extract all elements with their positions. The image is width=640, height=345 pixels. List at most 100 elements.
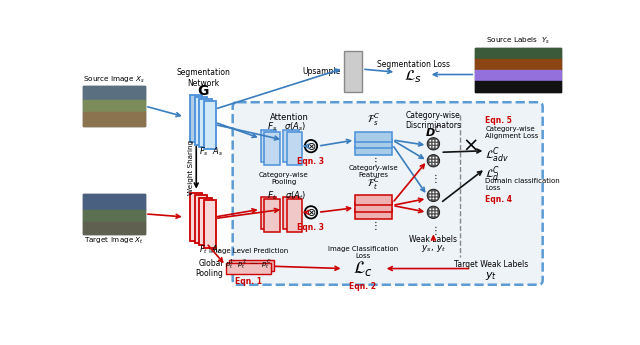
Text: $F_s$: $F_s$ [267, 121, 277, 133]
Text: Image Level Prediction: Image Level Prediction [209, 248, 288, 254]
Circle shape [428, 155, 440, 167]
Text: Image Classification
Loss: Image Classification Loss [328, 246, 398, 258]
Text: Target Weak Labels: Target Weak Labels [454, 260, 528, 269]
Circle shape [436, 191, 437, 193]
Text: $\mathcal{L}_s$: $\mathcal{L}_s$ [404, 68, 422, 85]
Circle shape [436, 140, 437, 142]
Circle shape [429, 163, 431, 165]
FancyBboxPatch shape [344, 51, 362, 92]
Text: Category-wise
Features: Category-wise Features [349, 165, 399, 178]
Text: Category-wise
Discriminators: Category-wise Discriminators [405, 111, 461, 130]
Circle shape [433, 157, 435, 159]
Circle shape [433, 198, 435, 199]
FancyBboxPatch shape [355, 202, 392, 211]
Circle shape [436, 157, 437, 159]
Circle shape [436, 143, 437, 145]
Text: $\otimes$: $\otimes$ [306, 207, 316, 218]
FancyBboxPatch shape [83, 194, 145, 234]
Text: $F_s$  $A_s$: $F_s$ $A_s$ [198, 145, 223, 158]
Circle shape [429, 191, 431, 193]
FancyBboxPatch shape [355, 195, 392, 205]
FancyBboxPatch shape [260, 130, 276, 162]
Text: Eqn. 2: Eqn. 2 [349, 283, 376, 292]
Circle shape [433, 140, 435, 142]
Circle shape [436, 215, 437, 216]
Text: Eqn. 1: Eqn. 1 [235, 277, 262, 286]
Text: Segmentation Loss: Segmentation Loss [377, 60, 450, 69]
FancyBboxPatch shape [199, 198, 212, 245]
Text: $\sigma(A_t)$: $\sigma(A_t)$ [285, 189, 306, 202]
Circle shape [436, 211, 437, 213]
FancyBboxPatch shape [204, 101, 216, 149]
FancyBboxPatch shape [355, 209, 392, 218]
Circle shape [433, 143, 435, 145]
Circle shape [433, 160, 435, 162]
Circle shape [436, 146, 437, 148]
FancyBboxPatch shape [226, 263, 271, 274]
Text: $\mathcal{F}_t^C$: $\mathcal{F}_t^C$ [367, 175, 380, 191]
FancyBboxPatch shape [283, 197, 298, 229]
Circle shape [433, 208, 435, 210]
FancyBboxPatch shape [355, 132, 392, 141]
FancyBboxPatch shape [229, 260, 274, 271]
Circle shape [429, 195, 431, 196]
Text: Source Image $X_s$: Source Image $X_s$ [83, 74, 145, 85]
Text: $\vdots$: $\vdots$ [370, 218, 378, 231]
Text: $\mathcal{F}_s^C$: $\mathcal{F}_s^C$ [367, 112, 380, 128]
Circle shape [433, 195, 435, 196]
Text: Category-wise
Pooling: Category-wise Pooling [259, 172, 308, 185]
Text: $\mathcal{L}_d^C$: $\mathcal{L}_d^C$ [485, 165, 500, 184]
Circle shape [429, 160, 431, 162]
Text: $\mathcal{L}_c$: $\mathcal{L}_c$ [353, 259, 373, 278]
Circle shape [429, 211, 431, 213]
Circle shape [433, 163, 435, 165]
Text: $F_t$  $A_t$: $F_t$ $A_t$ [198, 244, 221, 256]
Text: $\mathcal{L}_{adv}^C$: $\mathcal{L}_{adv}^C$ [485, 145, 509, 165]
Circle shape [429, 208, 431, 210]
Text: Attention: Attention [270, 113, 308, 122]
Circle shape [429, 143, 431, 145]
FancyBboxPatch shape [476, 48, 561, 92]
Circle shape [429, 157, 431, 159]
Text: Global
Pooling: Global Pooling [195, 259, 223, 278]
Circle shape [436, 163, 437, 165]
Text: $\vdots$: $\vdots$ [370, 155, 378, 168]
Circle shape [429, 140, 431, 142]
Text: Category-wise
Alignment Loss: Category-wise Alignment Loss [485, 126, 539, 139]
FancyBboxPatch shape [355, 139, 392, 148]
FancyBboxPatch shape [83, 86, 145, 126]
Text: $\sigma(A_s)$: $\sigma(A_s)$ [284, 121, 307, 133]
Text: Upsample: Upsample [302, 67, 340, 76]
Circle shape [436, 198, 437, 199]
Text: Eqn. 5: Eqn. 5 [485, 116, 512, 125]
FancyBboxPatch shape [195, 195, 207, 243]
Circle shape [436, 160, 437, 162]
Circle shape [433, 211, 435, 213]
FancyBboxPatch shape [233, 102, 543, 285]
FancyBboxPatch shape [190, 193, 202, 241]
Text: $p_t^1$  $p_t^2$  $\cdots$  $p_t^C$: $p_t^1$ $p_t^2$ $\cdots$ $p_t^C$ [225, 258, 271, 272]
Text: Eqn. 3: Eqn. 3 [298, 223, 324, 232]
FancyBboxPatch shape [195, 97, 207, 145]
Text: $F_t$: $F_t$ [268, 189, 277, 202]
Circle shape [436, 208, 437, 210]
Circle shape [433, 215, 435, 216]
Text: Eqn. 4: Eqn. 4 [485, 195, 513, 204]
Text: Domain classification
Loss: Domain classification Loss [485, 178, 560, 191]
FancyBboxPatch shape [204, 200, 216, 248]
FancyBboxPatch shape [287, 199, 303, 231]
Text: Target Image $X_t$: Target Image $X_t$ [84, 236, 144, 246]
FancyBboxPatch shape [264, 199, 280, 231]
FancyBboxPatch shape [190, 95, 202, 142]
FancyBboxPatch shape [283, 130, 298, 162]
Text: $\mathbf{G}$: $\mathbf{G}$ [197, 83, 209, 98]
Text: Weight Sharing: Weight Sharing [188, 140, 194, 195]
Text: $\vdots$: $\vdots$ [429, 224, 437, 237]
Text: $y_t$: $y_t$ [484, 270, 497, 282]
Text: $\boldsymbol{D}^C$: $\boldsymbol{D}^C$ [425, 123, 442, 140]
FancyBboxPatch shape [199, 99, 212, 147]
Text: $\times$: $\times$ [462, 136, 477, 155]
Circle shape [428, 206, 440, 218]
Text: Eqn. 3: Eqn. 3 [298, 157, 324, 166]
FancyBboxPatch shape [264, 132, 280, 165]
